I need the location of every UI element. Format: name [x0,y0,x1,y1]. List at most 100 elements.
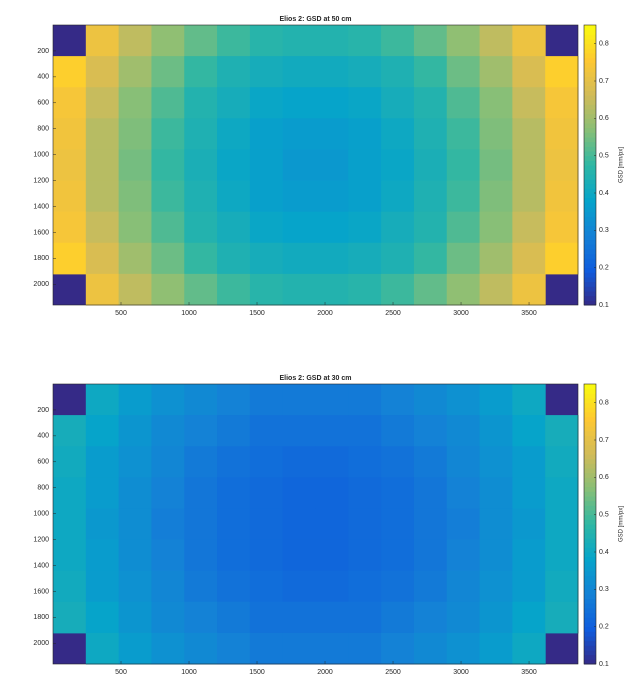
colorbar-segment [584,160,596,166]
y-tick-label: 1600 [33,588,49,595]
colorbar-segment [584,53,596,59]
heat-cell [217,211,251,244]
chart-title: Elios 2: GSD at 30 cm [280,375,352,382]
heat-cell [413,384,448,416]
colorbar-segment [584,538,596,544]
colorbar-segment [584,640,596,646]
colorbar-tick-label: 0.1 [599,661,609,668]
heat-cell [151,180,185,213]
x-tick-label: 1500 [249,310,265,317]
colorbar-segment [584,407,596,413]
y-tick-label: 800 [37,485,49,492]
heat-cell [446,242,481,275]
colorbar-segment [584,580,596,586]
colorbar-segment [584,421,596,427]
heat-cell [151,415,185,447]
colorbar-segment [584,505,596,511]
colorbar-segment [584,253,596,259]
colorbar-segment [584,416,596,422]
colorbar-segment [584,188,596,194]
heat-cell [348,384,382,416]
heat-cell [348,273,382,306]
heat-cell [413,539,448,572]
heat-cell [184,539,218,572]
heat-cell [282,601,316,634]
colorbar-segment [584,244,596,250]
colorbar-segment [584,612,596,618]
heat-cell [217,601,251,634]
heat-cell [315,539,349,572]
colorbar-segment [584,146,596,152]
heat-cell [217,632,251,665]
colorbar-tick-label: 0.5 [599,512,609,519]
colorbar-segment [584,169,596,175]
heat-cell [118,118,152,150]
heat-cell [479,446,513,478]
colorbar-segment [584,263,596,269]
x-tick-label: 2500 [385,310,401,317]
heat-cell [446,118,481,150]
colorbar-segment [584,57,596,63]
colorbar-segment [584,286,596,292]
colorbar-segment [584,575,596,581]
heat-cell [479,56,513,88]
heat-cell [249,211,284,244]
heat-cell [381,508,415,541]
colorbar-segment [584,472,596,478]
heat-cell [53,242,87,275]
heat-cell [413,632,448,665]
heat-cell [184,211,218,244]
heat-cell [512,211,546,244]
chart-title: Elios 2: GSD at 50 cm [280,16,352,23]
y-tick-label: 200 [37,48,49,55]
chart: Elios 2: GSD at 50 cm 500 1000 1500 2000 2500… [33,16,624,317]
heat-cell [348,415,382,447]
heat-cell [118,87,152,119]
y-tick-label: 2000 [33,281,49,288]
heat-cell [118,384,152,416]
heat-cell [315,384,349,416]
colorbar-tick-label: 0.7 [599,437,609,444]
heat-cell [413,149,448,182]
heat-cell [85,415,120,447]
colorbar-segment [584,393,596,399]
heat-cell [217,118,251,150]
y-tick-label: 400 [37,74,49,81]
heat-cell [446,211,481,244]
heat-cell [282,384,316,416]
heat-cell [479,242,513,275]
y-tick-label: 1400 [33,203,49,210]
heat-cell [512,180,546,213]
heat-cell [381,477,415,509]
heat-cell [249,508,284,541]
colorbar-segment [584,552,596,558]
colorbar-segment [584,183,596,189]
heat-cell [85,539,120,572]
colorbar-segment [584,444,596,450]
colorbar-segment [584,281,596,287]
colorbar-segment [584,584,596,590]
colorbar-segment [584,486,596,492]
heat-cell [151,570,185,603]
heat-cell [151,508,185,541]
heat-cell [184,508,218,541]
heat-cell [381,56,415,88]
y-tick-label: 1200 [33,177,49,184]
heat-cell [282,118,316,150]
heat-cell [315,25,349,57]
heat-cell [85,118,120,150]
heat-cell [512,273,546,306]
colorbar-segment [584,477,596,483]
heat-cell [479,570,513,603]
heat-cell [348,539,382,572]
heat-cell [315,118,349,150]
x-tick-label: 500 [115,669,127,676]
heat-cell [151,25,185,57]
heat-cell [348,118,382,150]
colorbar-segment [584,291,596,297]
heat-cell [85,632,120,665]
colorbar-segment [584,123,596,129]
y-tick-label: 600 [37,459,49,466]
colorbar-segment [584,202,596,208]
heat-cell [85,508,120,541]
